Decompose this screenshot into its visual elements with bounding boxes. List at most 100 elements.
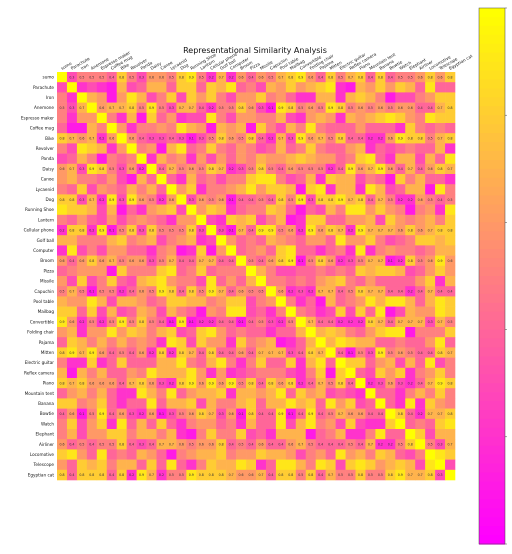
heatmap-cell <box>206 316 217 328</box>
heatmap-cell <box>375 388 386 399</box>
cell-value-label: 0.3 <box>199 137 204 141</box>
heatmap-cell <box>106 235 117 246</box>
heatmap-cell <box>236 184 247 195</box>
heatmap-cell <box>176 214 187 226</box>
cell-value-label: 0.3 <box>169 412 174 416</box>
cell-value-label: 0.5 <box>169 228 174 232</box>
heatmap-cell <box>216 112 227 124</box>
cell-value-label: 0.5 <box>378 473 383 477</box>
heatmap-cell <box>216 408 227 420</box>
heatmap-cell <box>285 112 297 124</box>
heatmap-cell <box>275 153 287 165</box>
heatmap-cell <box>445 255 456 267</box>
colorbar-segment <box>479 338 505 349</box>
heatmap-cell <box>226 398 237 409</box>
colorbar-segment <box>479 142 505 152</box>
heatmap-cell <box>146 398 157 409</box>
heatmap-cell <box>156 418 167 430</box>
cell-value-label: 0.4 <box>318 320 323 324</box>
cell-value-label: 0.9 <box>129 198 134 202</box>
heatmap-cell <box>305 378 316 389</box>
heatmap-cell <box>86 286 98 297</box>
cell-value-label: 0.7 <box>388 228 393 232</box>
heatmap-cell <box>445 367 456 379</box>
cell-value-label: 0.6 <box>229 412 234 416</box>
cell-value-label: 0.8 <box>278 473 283 477</box>
cell-value-label: 0.7 <box>368 443 373 447</box>
cell-value-label: 0.3 <box>308 198 313 202</box>
heatmap-cell <box>405 469 416 481</box>
heatmap-cell <box>146 367 157 379</box>
heatmap-cell-labels: 0.3 0.5 0.5 0.5 0.4 0.8 0.5 0.3 0.6 0.6 0.5 0.8 0.9 0… <box>59 75 452 477</box>
heatmap-cell <box>206 72 217 83</box>
heatmap-cell <box>96 163 108 175</box>
cell-value-label: 0.4 <box>69 259 74 263</box>
heatmap-cell <box>335 102 346 114</box>
heatmap-cell <box>375 225 386 236</box>
x-tick-label: sumo <box>60 61 73 71</box>
heatmap-cell <box>305 337 316 348</box>
heatmap-cell <box>156 184 167 195</box>
heatmap-cell <box>315 388 326 399</box>
heatmap-cell <box>186 163 197 175</box>
colorbar-segment <box>479 383 505 393</box>
heatmap-cell <box>156 235 167 246</box>
heatmap-cell <box>435 439 446 450</box>
cell-value-label: 0.7 <box>428 290 433 294</box>
heatmap-cell <box>126 408 137 420</box>
cell-value-label: 0.7 <box>328 290 333 294</box>
heatmap-cell <box>226 133 237 144</box>
heatmap-cell <box>136 184 147 195</box>
cell-value-label: 0.3 <box>139 75 144 79</box>
heatmap-cell <box>246 398 257 409</box>
heatmap-cell <box>365 418 376 430</box>
heatmap-cell <box>196 276 207 287</box>
heatmap-cell <box>315 184 326 195</box>
heatmap-cell <box>275 286 287 297</box>
heatmap-cell <box>285 398 297 409</box>
heatmap-cell <box>365 265 376 277</box>
heatmap-cell <box>106 316 117 328</box>
heatmap-cell <box>275 235 287 246</box>
x-tick-label: Piano <box>358 61 371 71</box>
cell-value-label: 0.2 <box>278 320 283 324</box>
cell-value-label: 0.4 <box>348 381 353 385</box>
heatmap-cell <box>226 82 237 93</box>
heatmap-cell <box>405 225 416 236</box>
heatmap-cell <box>86 133 98 144</box>
heatmap-cell <box>295 408 307 420</box>
colorbar-segment <box>479 97 505 107</box>
cell-value-label: 0.7 <box>398 320 403 324</box>
heatmap-cell <box>375 398 386 409</box>
heatmap-cell <box>136 174 147 185</box>
heatmap-cell <box>206 296 217 307</box>
heatmap-cell <box>176 245 187 256</box>
cell-value-label: 0.8 <box>328 228 333 232</box>
heatmap-cell <box>295 337 307 348</box>
cell-value-label: 0.2 <box>159 198 164 202</box>
heatmap-cell <box>146 82 157 93</box>
heatmap-cell <box>275 357 287 369</box>
colorbar-segment <box>479 61 505 72</box>
x-tick-label: Airliner <box>418 59 434 71</box>
heatmap-cell <box>425 72 436 83</box>
heatmap-cell <box>246 133 257 144</box>
heatmap-cell <box>425 184 436 195</box>
cell-value-label: 0.2 <box>358 320 363 324</box>
cell-value-label: 0.5 <box>348 443 353 447</box>
heatmap-cell <box>57 123 68 134</box>
heatmap-cell <box>166 327 177 338</box>
heatmap-cell <box>66 112 78 124</box>
heatmap-cell <box>315 327 326 338</box>
heatmap-cell <box>335 388 346 399</box>
heatmap-cell <box>335 429 346 440</box>
heatmap-cell <box>305 194 316 205</box>
cell-value-label: 0.8 <box>169 290 174 294</box>
heatmap-cell <box>76 459 88 471</box>
heatmap-cell <box>166 163 177 175</box>
heatmap-cell <box>295 378 307 389</box>
heatmap-cell <box>106 194 117 205</box>
heatmap-cell <box>256 469 267 481</box>
heatmap-cell <box>345 133 356 144</box>
cell-value-label: 0.4 <box>159 167 164 171</box>
